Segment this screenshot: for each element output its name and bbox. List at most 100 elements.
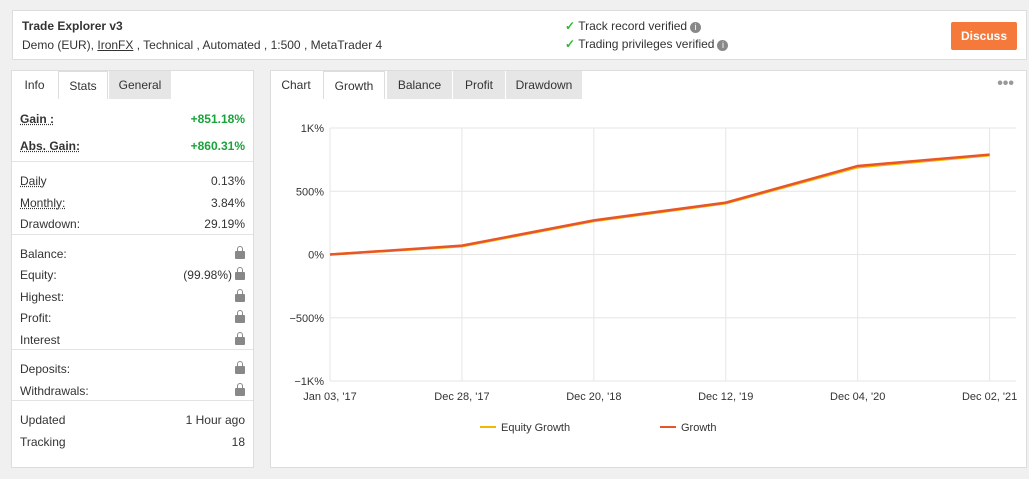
tab[interactable]: Profit (453, 71, 506, 99)
x-tick-label: Dec 20, '18 (566, 391, 621, 403)
y-tick-label: −500% (289, 313, 324, 325)
x-tick-label: Dec 12, '19 (698, 391, 753, 403)
tab[interactable]: Drawdown (506, 71, 583, 99)
tab[interactable]: Stats (58, 71, 108, 99)
header: Trade Explorer v3 Demo (EUR), IronFX , T… (12, 10, 1027, 60)
x-tick-label: Dec 28, '17 (434, 391, 489, 403)
separator (12, 233, 253, 235)
stat-row: Deposits: (20, 359, 245, 379)
stat-row: Updated 1 Hour ago (20, 410, 245, 430)
lock-icon (235, 267, 245, 280)
account: Demo (EUR), (22, 38, 95, 52)
tab[interactable]: Balance (387, 71, 453, 99)
value-text: +860.31% (190, 139, 245, 153)
verified-1: ✓ Track record verified i (565, 19, 702, 33)
stat-row: Gain : +851.18% (20, 109, 245, 129)
stat-label: Withdrawals: (20, 383, 89, 398)
stats-panel: Info Stats General Gain : +851.18% Abs. Ga… (11, 70, 254, 468)
y-tick-label: 500% (296, 186, 324, 198)
verified-text: Trading privileges verified (578, 37, 715, 51)
stat-value: 29.19% (204, 214, 245, 234)
y-tick-label: −1K% (294, 376, 324, 388)
stat-row: Daily 0.13% (20, 171, 245, 191)
stat-label: Daily (20, 174, 47, 188)
x-tick-label: Dec 04, '20 (830, 391, 885, 403)
value-text: 0.13% (210, 174, 245, 188)
stat-row: Tracking 18 (20, 432, 245, 452)
stat-label: Profit: (20, 311, 52, 325)
details: , Technical , Automated , 1:500 , MetaTr… (136, 38, 383, 52)
value-text: 18 (231, 434, 245, 449)
stat-row: Profit: (20, 308, 245, 328)
line (329, 153, 990, 256)
legend-label: Equity Growth (501, 422, 570, 434)
stat-label: Equity: (20, 268, 57, 282)
stat-value: +851.18% (191, 109, 245, 129)
stat-label: Updated (20, 413, 66, 427)
stat-value (232, 244, 245, 264)
lock-icon (235, 331, 245, 345)
stat-value (232, 381, 245, 401)
subtitle: Demo (EUR), IronFX , Technical , Automat… (22, 38, 382, 52)
lock-icon (235, 288, 245, 302)
lock-icon (235, 245, 245, 259)
value-text: +851.18% (190, 112, 245, 126)
stat-row: Highest: (20, 287, 245, 307)
stat-value: 3.84% (211, 193, 245, 213)
value-text: 29.19% (204, 217, 245, 231)
stat-label: Monthly: (20, 195, 66, 210)
y-tick-label: 1K% (301, 123, 324, 135)
line (329, 153, 990, 256)
separator (12, 400, 253, 401)
title: Trade Explorer v3 (22, 19, 123, 33)
stat-value (232, 359, 245, 379)
value-text: 1 Hour ago (185, 413, 245, 427)
stat-row: Abs. Gain: +860.31% (20, 136, 245, 156)
verified-text: Track record verified (578, 19, 688, 33)
x-tick-label: Jan 03, '17 (303, 391, 356, 403)
stat-value: +860.31% (191, 136, 245, 156)
stat-value: 18 (232, 432, 245, 452)
stat-label: Drawdown: (20, 217, 81, 231)
stat-row: Withdrawals: (20, 381, 245, 401)
stat-value: (99.98%) (183, 265, 245, 285)
lock-icon (235, 382, 245, 396)
y-tick-label: 0% (308, 250, 324, 262)
stat-label: Highest: (20, 289, 65, 304)
stat-row: Balance: (20, 244, 245, 264)
stat-row: Interest (20, 330, 245, 350)
value-text: (99.98%) (183, 268, 232, 282)
stat-label: Gain : (20, 112, 55, 126)
tab[interactable]: Info (12, 71, 58, 99)
value-text: 3.84% (210, 195, 245, 210)
stat-label: Balance: (20, 246, 67, 261)
tab[interactable]: Chart (271, 71, 322, 99)
lock-icon (235, 310, 245, 323)
tab[interactable]: Growth (323, 71, 385, 99)
stat-value: 0.13% (211, 171, 245, 191)
stat-value (232, 308, 245, 328)
stat-value (232, 287, 245, 307)
broker-link[interactable]: IronFX (97, 38, 134, 52)
separator (12, 161, 253, 162)
stat-row: Equity: (99.98%) (20, 265, 245, 285)
stat-value (232, 330, 245, 350)
menu-icon[interactable]: ••• (997, 75, 1014, 92)
discuss-button[interactable]: Discuss (951, 22, 1017, 50)
chart-panel: Chart Growth Balance Profit Drawdown •••… (270, 70, 1027, 468)
stat-label: Interest (20, 332, 61, 347)
stat-label: Abs. Gain: (20, 139, 81, 153)
separator (12, 349, 253, 350)
stat-value: 1 Hour ago (186, 410, 245, 430)
legend-label: Growth (681, 422, 716, 434)
verified-2: ✓ Trading privileges verified i (565, 37, 729, 51)
tab[interactable]: General (109, 71, 172, 99)
stat-row: Monthly: 3.84% (20, 193, 245, 213)
stat-label: Tracking (20, 434, 66, 449)
x-tick-label: Dec 02, '21 (962, 391, 1017, 403)
stat-label: Deposits: (20, 362, 71, 376)
chart: 1K% 500% 0% −500% −1K% Jan 03, '17 Dec 28, '17… (289, 123, 1017, 434)
lock-icon (235, 361, 245, 374)
stat-row: Drawdown: 29.19% (20, 214, 245, 234)
